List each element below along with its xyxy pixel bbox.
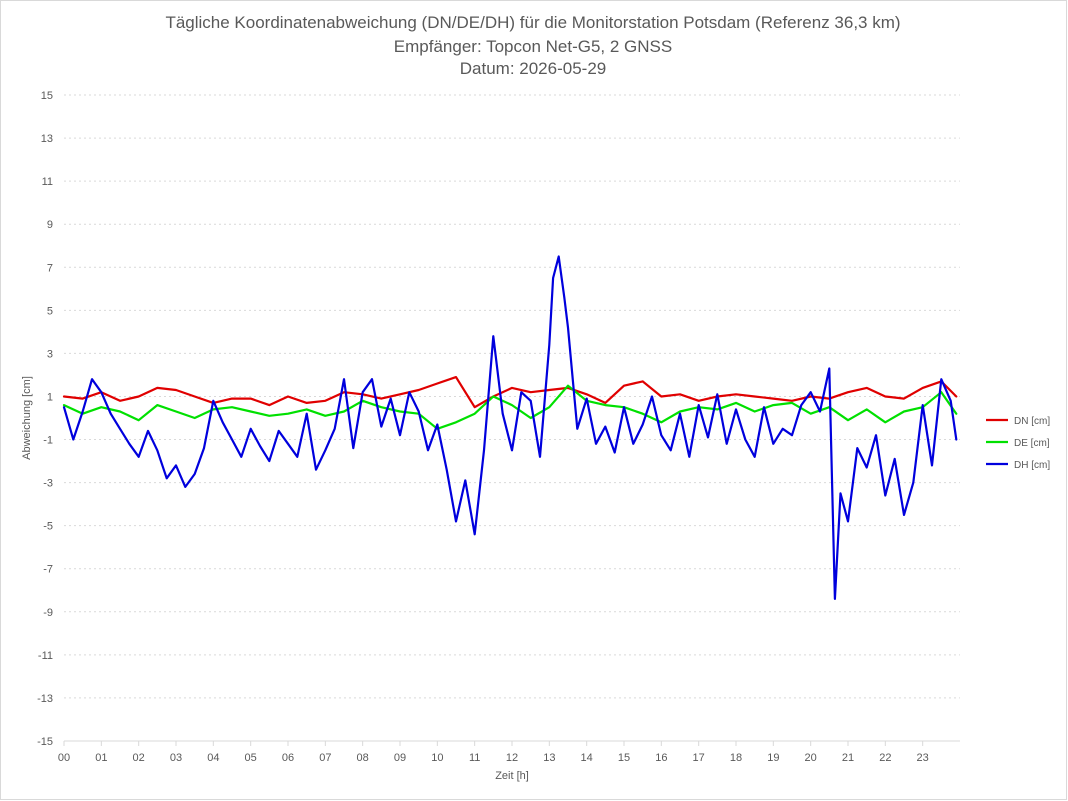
x-tick-label: 14	[581, 752, 593, 764]
y-tick-label: 9	[47, 219, 53, 231]
legend-label: DN [cm]	[1014, 416, 1050, 427]
x-tick-label: 18	[730, 752, 742, 764]
x-tick-label: 12	[506, 752, 518, 764]
y-tick-label: 7	[47, 262, 53, 274]
x-tick-label: 11	[469, 752, 480, 764]
x-tick-label: 15	[618, 752, 630, 764]
x-tick-label: 00	[58, 752, 70, 764]
x-tick-label: 04	[207, 752, 219, 764]
chart-title-line-2: Empfänger: Topcon Net-G5, 2 GNSS	[394, 37, 672, 56]
y-tick-label: 3	[47, 348, 53, 360]
x-tick-label: 17	[693, 752, 705, 764]
x-tick-label: 06	[282, 752, 294, 764]
x-tick-label: 10	[431, 752, 443, 764]
x-tick-label: 19	[767, 752, 779, 764]
x-tick-label: 21	[842, 752, 854, 764]
y-tick-label: -5	[43, 521, 53, 533]
y-tick-label: 1	[47, 391, 53, 403]
y-tick-label: -9	[43, 607, 53, 619]
x-tick-label: 20	[805, 752, 817, 764]
x-tick-label: 13	[543, 752, 555, 764]
y-tick-label: -15	[37, 736, 53, 748]
x-tick-label: 02	[133, 752, 145, 764]
y-tick-label: -13	[37, 693, 53, 705]
x-tick-label: 01	[95, 752, 107, 764]
x-tick-label: 03	[170, 752, 182, 764]
chart-title-line-1: Tägliche Koordinatenabweichung (DN/DE/DH…	[165, 13, 900, 32]
x-tick-label: 05	[245, 752, 257, 764]
y-tick-label: -7	[43, 564, 53, 576]
x-tick-label: 23	[917, 752, 929, 764]
legend-label: DH [cm]	[1014, 460, 1050, 471]
x-tick-label: 22	[879, 752, 891, 764]
y-tick-label: -11	[38, 650, 53, 662]
x-tick-label: 08	[357, 752, 369, 764]
y-tick-label: 13	[41, 133, 53, 145]
y-tick-label: -3	[43, 478, 53, 490]
y-tick-label: 15	[41, 90, 53, 102]
x-tick-label: 07	[319, 752, 331, 764]
y-tick-label: 5	[47, 305, 53, 317]
x-axis-title: Zeit [h]	[495, 770, 529, 782]
chart-title-line-3: Datum: 2026-05-29	[460, 59, 606, 78]
y-tick-label: -1	[43, 435, 53, 447]
y-axis-title: Abweichung [cm]	[21, 376, 33, 460]
y-tick-label: 11	[42, 176, 53, 188]
x-tick-label: 09	[394, 752, 406, 764]
x-tick-label: 16	[655, 752, 667, 764]
legend-label: DE [cm]	[1014, 438, 1050, 449]
